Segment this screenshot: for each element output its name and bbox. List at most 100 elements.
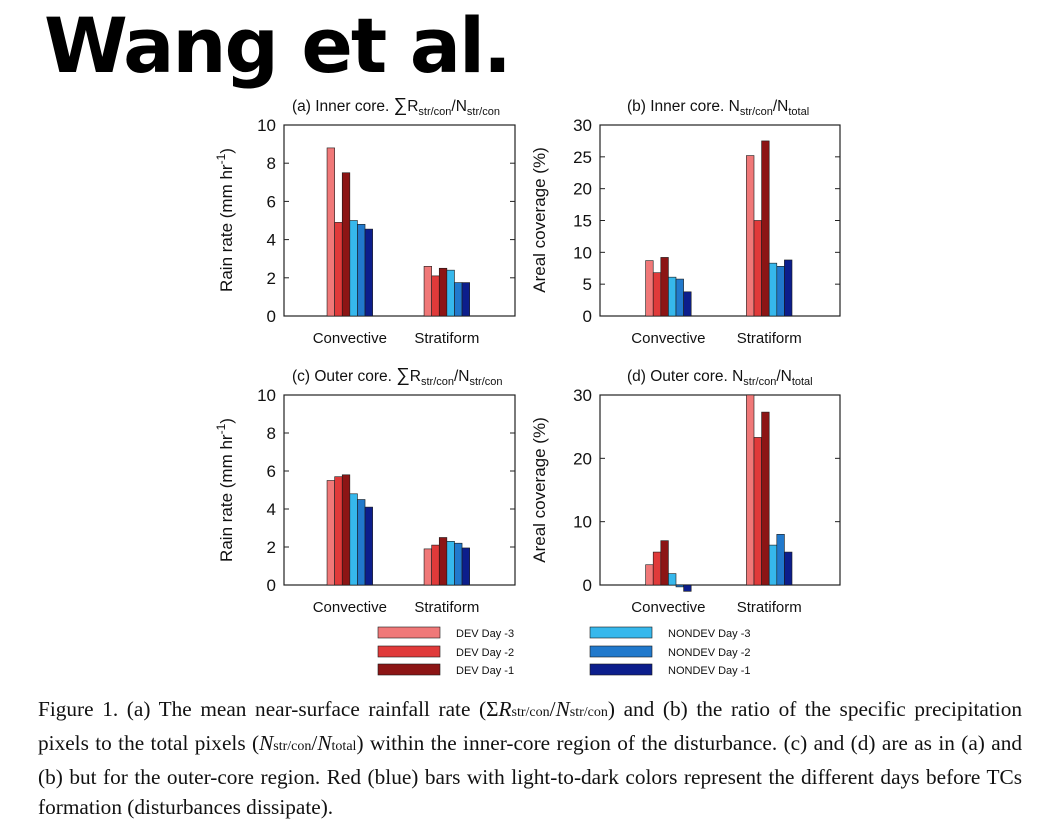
panel-b-bar [645, 260, 654, 317]
panel-d-bar [761, 411, 770, 586]
panel-c-bar [357, 499, 366, 586]
panel-d-bar [753, 437, 762, 586]
panel-c-ytick-label: 6 [267, 462, 276, 481]
panel-a-bar [334, 222, 343, 317]
panel-d-category-label: Convective [631, 599, 705, 616]
panel-b-frame [599, 124, 841, 317]
caption-text-5: ) within the inner-core region of the di… [38, 731, 1022, 819]
caption-symbol-n1: N [555, 697, 570, 721]
panel-b-bar [776, 266, 785, 317]
panel-b-category-label: Stratiform [737, 330, 802, 347]
panel-d-bar [668, 573, 677, 586]
caption-text-1: Figure 1. (a) The mean near-surface rain… [38, 697, 499, 721]
panel-b-bar [768, 262, 778, 317]
panel-a-ytick-label: 8 [267, 154, 276, 173]
panel-a-title: (a) Inner core. ∑Rstr/con/Nstr/con [292, 95, 500, 118]
panel-b-bar [746, 155, 755, 317]
panel-c-frame [283, 394, 516, 586]
panel-d-bar [660, 540, 669, 586]
panel-b-ytick-label: 5 [583, 275, 592, 294]
panel-d-bar [768, 544, 778, 586]
panel-b-ytick-label: 25 [573, 148, 592, 167]
legend-label: DEV Day -3 [456, 628, 514, 640]
panel-a-bar [349, 220, 358, 317]
panel-c-bar [446, 540, 455, 586]
panel-a-category-label: Convective [313, 330, 387, 347]
caption-text-4: / [311, 731, 318, 755]
panel-d-bar [675, 584, 684, 588]
panel-d-ylabel: Areal coverage (%) [530, 417, 549, 563]
panel-a-bar [357, 224, 366, 317]
panel-a-ylabel: Rain rate (mm hr-1) [214, 148, 236, 292]
panel-c-title: (c) Outer core. ∑Rstr/con/Nstr/con [292, 365, 503, 388]
panel-b-bar [761, 140, 770, 317]
panel-a-bar [326, 147, 335, 317]
panel-c-ytick-label: 4 [267, 500, 276, 519]
legend-swatch [589, 626, 653, 639]
panel-d-ytick-label: 10 [573, 513, 592, 532]
panel-a-bar [461, 282, 470, 317]
panel-c-ytick-label: 8 [267, 424, 276, 443]
panel-a-bar [454, 282, 463, 317]
panel-a-bar [341, 172, 351, 317]
panel-c-bar [438, 537, 448, 586]
panel-b-bar [753, 220, 762, 317]
panel-b-ytick-label: 0 [583, 307, 592, 326]
panel-c-bar [349, 493, 358, 586]
panel-a-category-label: Stratiform [414, 330, 479, 347]
panel-a-bar [431, 275, 440, 317]
figure-panels: 0 2 4 6 8 10 Rain rate (mm hr-1) Convective Stra… [214, 95, 841, 677]
legend-label: NONDEV Day -2 [668, 647, 751, 659]
panel-c-bar [423, 548, 432, 586]
panel-a-frame [283, 124, 516, 317]
panel-a-ytick-label: 10 [257, 116, 276, 135]
panel-d-title: (d) Outer core. Nstr/con/Ntotal [627, 368, 813, 388]
legend-swatch [377, 626, 441, 639]
panel-d-frame [599, 394, 841, 586]
slide-title: Wang et al. [44, 1, 512, 90]
legend-swatch [377, 645, 441, 658]
panel-a-bar [423, 266, 432, 317]
panel-a-ytick-label: 0 [267, 307, 276, 326]
caption-text-3: ) and (b) the ratio of the specific prec… [38, 697, 1022, 755]
panel-d-ytick-label: 0 [583, 576, 592, 595]
caption-subscript-4: total [331, 739, 357, 754]
legend-swatch [589, 663, 653, 676]
panel-d-bar [776, 534, 785, 586]
legend-swatch [377, 663, 441, 676]
panel-c-bar [341, 474, 351, 586]
legend-label: DEV Day -2 [456, 647, 514, 659]
panel-a-bar [446, 269, 455, 317]
caption-symbol-n2: N [259, 731, 274, 755]
panel-c-bar [461, 547, 470, 586]
panel-b-bar [675, 278, 684, 317]
panel-b-ytick-label: 15 [573, 212, 592, 231]
caption-symbol-r: R [498, 697, 512, 721]
panel-d-bar [746, 394, 755, 586]
panel-d-bar [652, 551, 662, 586]
panel-a-ytick-label: 4 [267, 231, 276, 250]
panel-b-bar [683, 291, 692, 317]
panel-c-ytick-label: 0 [267, 576, 276, 595]
figure-caption: Figure 1. (a) The mean near-surface rain… [38, 694, 1022, 822]
panel-b-ylabel: Areal coverage (%) [530, 147, 549, 293]
panel-a-bar [364, 228, 373, 317]
panel-d-ytick-label: 30 [573, 386, 592, 405]
panel-c-bar [326, 480, 335, 586]
panel-a-bar [438, 267, 448, 317]
panel-c-category-label: Stratiform [414, 599, 479, 616]
legend-label: DEV Day -1 [456, 665, 514, 677]
legend-swatch [589, 645, 653, 658]
panel-c-bar [334, 476, 343, 586]
panel-b-category-label: Convective [631, 330, 705, 347]
panel-b-title: (b) Inner core. Nstr/con/Ntotal [627, 98, 809, 118]
panel-d-bar [784, 551, 793, 586]
panel-d-ytick-label: 20 [573, 449, 592, 468]
panel-c-ytick-label: 10 [257, 386, 276, 405]
panel-b-bar [660, 257, 669, 317]
caption-subscript-2: str/con [569, 705, 608, 720]
panel-d-category-label: Stratiform [737, 599, 802, 616]
panel-b-ytick-label: 20 [573, 180, 592, 199]
panel-c-ytick-label: 2 [267, 538, 276, 557]
panel-c-ylabel: Rain rate (mm hr-1) [214, 418, 236, 562]
